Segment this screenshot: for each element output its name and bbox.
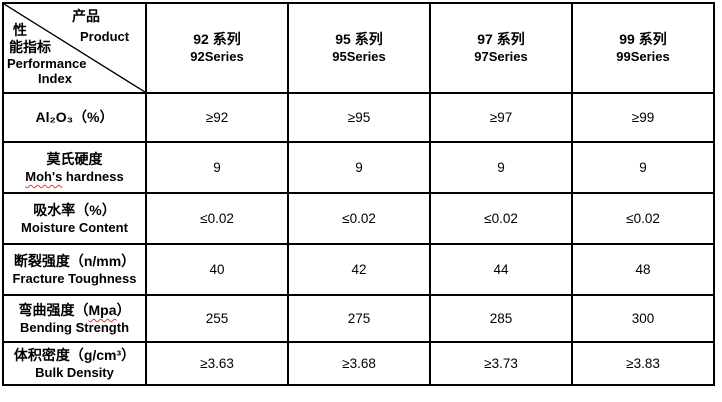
- row-label-en: Moh's hardness: [5, 168, 144, 185]
- misspelled-word: Moh's: [25, 168, 63, 184]
- value-cell: ≤0.02: [145, 192, 289, 245]
- row-label-al2o3: Al₂O₃（%）: [2, 92, 147, 143]
- value-cell: ≥3.68: [287, 341, 431, 386]
- col-header-zh: 97 系列: [477, 31, 525, 48]
- value-cell: ≤0.02: [287, 192, 431, 245]
- col-header-en: 99Series: [616, 49, 670, 65]
- col-header-92: 92 系列 92Series: [145, 2, 289, 94]
- value-cell: ≥3.63: [145, 341, 289, 386]
- row-mohs-hardness: 莫氏硬度 Moh's hardness 9 9 9 9: [2, 141, 715, 194]
- value-cell: ≥3.83: [571, 341, 715, 386]
- col-header-en: 95Series: [332, 49, 386, 65]
- value-cell: ≥92: [145, 92, 289, 143]
- col-header-99: 99 系列 99Series: [571, 2, 715, 94]
- diagonal-divider-line: [5, 5, 144, 91]
- value-cell: 42: [287, 243, 431, 296]
- value-cell: 285: [429, 294, 573, 343]
- row-label-zh: 断裂强度（n/mm）: [13, 252, 136, 269]
- row-label-zh-prefix: 弯曲强度（: [18, 301, 89, 318]
- row-label-fracture-toughness: 断裂强度（n/mm） Fracture Toughness: [2, 243, 147, 296]
- product-spec-table: 产品 Product 性 能指标 Performance Index 92 系列…: [2, 2, 715, 386]
- value-cell: 48: [571, 243, 715, 296]
- misspelled-word: Mpa: [88, 301, 117, 318]
- row-label-en-rest: hardness: [62, 168, 124, 184]
- value-cell: ≤0.02: [429, 192, 573, 245]
- corner-index-en-2: Index: [38, 71, 72, 86]
- row-bulk-density: 体积密度（g/cm³） Bulk Density ≥3.63 ≥3.68 ≥3.…: [2, 341, 715, 386]
- corner-index-en-1: Performance: [7, 56, 87, 71]
- value-cell: ≥95: [287, 92, 431, 143]
- row-bending-strength: 弯曲强度（Mpa） Bending Strength 255 275 285 3…: [2, 294, 715, 343]
- col-header-95: 95 系列 95Series: [287, 2, 431, 94]
- value-cell: 44: [429, 243, 573, 296]
- value-cell: ≥3.73: [429, 341, 573, 386]
- header-row: 产品 Product 性 能指标 Performance Index 92 系列…: [2, 2, 715, 94]
- value-cell: 9: [571, 141, 715, 194]
- col-header-97: 97 系列 97Series: [429, 2, 573, 94]
- row-label-zh: Al₂O₃（%）: [35, 109, 114, 126]
- row-fracture-toughness: 断裂强度（n/mm） Fracture Toughness 40 42 44 4…: [2, 243, 715, 296]
- row-label-en: Fracture Toughness: [12, 270, 137, 286]
- value-cell: 9: [429, 141, 573, 194]
- row-label-zh: 体积密度（g/cm³）: [13, 346, 136, 363]
- row-label-mohs-hardness: 莫氏硬度 Moh's hardness: [2, 141, 147, 194]
- corner-index-zh-2: 能指标: [9, 39, 51, 55]
- value-cell: 275: [287, 294, 431, 343]
- col-header-en: 92Series: [190, 49, 244, 65]
- col-header-zh: 95 系列: [335, 31, 383, 48]
- row-label-zh-suffix: ）: [116, 301, 131, 318]
- row-label-moisture-content: 吸水率（%） Moisture Content: [2, 192, 147, 245]
- row-label-zh: 莫氏硬度: [46, 150, 103, 167]
- row-label-bulk-density: 体积密度（g/cm³） Bulk Density: [2, 341, 147, 386]
- corner-index-zh-1: 性: [13, 22, 27, 38]
- value-cell: 9: [145, 141, 289, 194]
- corner-product-en: Product: [80, 29, 130, 44]
- col-header-en: 97Series: [474, 49, 528, 65]
- row-label-en: Bulk Density: [35, 364, 114, 380]
- row-moisture-content: 吸水率（%） Moisture Content ≤0.02 ≤0.02 ≤0.0…: [2, 192, 715, 245]
- value-cell: ≥99: [571, 92, 715, 143]
- row-label-en: Moisture Content: [21, 219, 128, 235]
- value-cell: 300: [571, 294, 715, 343]
- row-label-zh: 吸水率（%）: [33, 201, 116, 218]
- col-header-zh: 99 系列: [619, 31, 667, 48]
- value-cell: 40: [145, 243, 289, 296]
- value-cell: ≤0.02: [571, 192, 715, 245]
- value-cell: 255: [145, 294, 289, 343]
- value-cell: 9: [287, 141, 431, 194]
- row-label-bending-strength: 弯曲强度（Mpa） Bending Strength: [2, 294, 147, 343]
- row-label-zh: 弯曲强度（Mpa）: [5, 301, 144, 320]
- corner-cell: 产品 Product 性 能指标 Performance Index: [2, 2, 147, 94]
- col-header-zh: 92 系列: [193, 31, 241, 48]
- corner-product-zh: 产品: [72, 8, 100, 24]
- value-cell: ≥97: [429, 92, 573, 143]
- row-al2o3: Al₂O₃（%） ≥92 ≥95 ≥97 ≥99: [2, 92, 715, 143]
- row-label-en: Bending Strength: [19, 319, 130, 335]
